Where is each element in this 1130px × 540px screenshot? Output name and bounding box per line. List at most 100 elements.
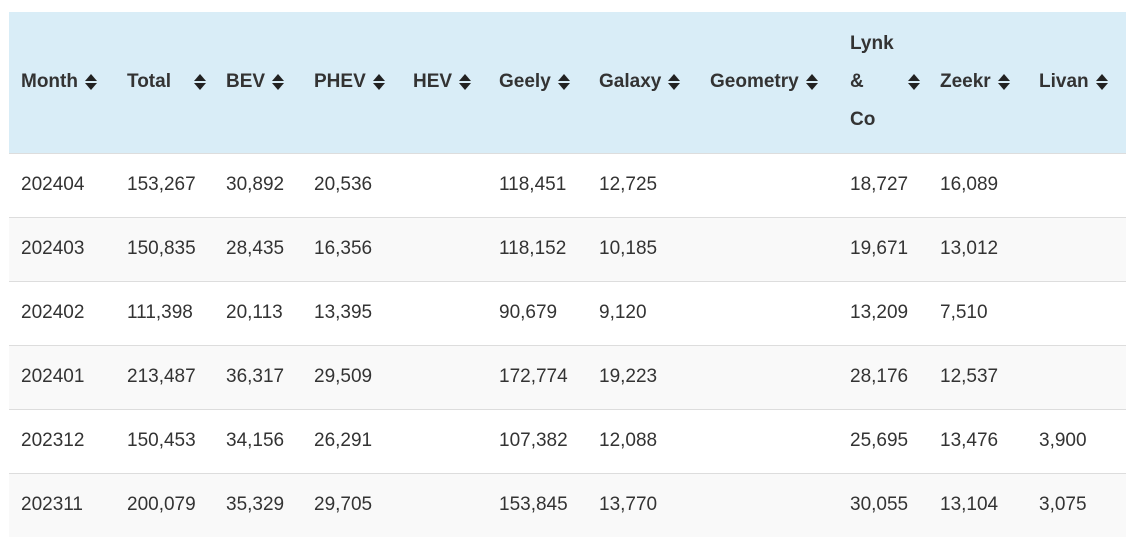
cell-phev: 20,536 [314, 174, 373, 195]
cell-lynk-co: 25,695 [850, 430, 909, 451]
cell-galaxy: 19,223 [599, 366, 658, 387]
column-header-label: Lynk & Co [850, 25, 894, 139]
table-row: 202404 153,267 30,892 20,536 118,451 12,… [9, 153, 1126, 217]
lynk-header-line-1: Lynk [850, 33, 894, 55]
cell-lynk-co: 30,055 [850, 494, 909, 516]
cell-bev: 35,329 [226, 494, 285, 516]
column-header-zeekr[interactable]: Zeekr [928, 12, 1027, 153]
cell-geometry [698, 345, 838, 409]
sort-icon[interactable] [557, 73, 570, 91]
cell-geometry [698, 153, 838, 217]
cell-lynk-co: 28,176 [850, 366, 909, 387]
cell-geely: 118,451 [499, 174, 567, 195]
cell-zeekr: 13,476 [940, 430, 999, 451]
column-header-geometry[interactable]: Geometry [698, 12, 838, 153]
cell-geometry [698, 281, 838, 345]
cell-geometry [698, 473, 838, 537]
cell-month: 202403 [21, 238, 85, 259]
sort-icon[interactable] [194, 73, 206, 91]
cell-livan [1027, 281, 1126, 345]
cell-bev: 34,156 [226, 430, 285, 451]
sort-icon[interactable] [908, 73, 920, 91]
sort-icon[interactable] [1095, 73, 1108, 91]
cell-total: 150,835 [127, 238, 196, 259]
sort-icon[interactable] [459, 73, 472, 91]
cell-lynk-co: 13,209 [850, 302, 909, 323]
sales-table-container: Month Total BEV [9, 12, 1126, 537]
cell-lynk-co: 19,671 [850, 238, 909, 259]
column-header-label: PHEV [314, 71, 366, 93]
table-row: 202402 111,398 20,113 13,395 90,679 9,12… [9, 281, 1126, 345]
cell-geely: 90,679 [499, 302, 558, 323]
cell-hev [401, 217, 487, 281]
sort-icon[interactable] [668, 73, 681, 91]
sort-icon[interactable] [272, 73, 285, 91]
column-header-lynk-co[interactable]: Lynk & Co [838, 12, 928, 153]
cell-livan [1027, 217, 1126, 281]
table-row: 202401 213,487 36,317 29,509 172,774 19,… [9, 345, 1126, 409]
sort-icon[interactable] [84, 73, 97, 91]
cell-phev: 26,291 [314, 430, 373, 451]
sort-icon[interactable] [805, 73, 818, 91]
column-header-bev[interactable]: BEV [214, 12, 302, 153]
cell-livan: 3,900 [1039, 430, 1087, 451]
column-header-hev[interactable]: HEV [401, 12, 487, 153]
table-row: 202403 150,835 28,435 16,356 118,152 10,… [9, 217, 1126, 281]
cell-zeekr: 12,537 [940, 366, 999, 387]
cell-zeekr: 7,510 [940, 302, 988, 323]
cell-bev: 28,435 [226, 238, 285, 259]
cell-month: 202402 [21, 302, 85, 323]
cell-zeekr: 16,089 [940, 174, 999, 195]
column-header-geely[interactable]: Geely [487, 12, 587, 153]
cell-phev: 16,356 [314, 238, 373, 259]
cell-month: 202401 [21, 366, 85, 387]
cell-total: 153,267 [127, 174, 196, 195]
cell-zeekr: 13,104 [940, 494, 999, 516]
table-row: 202311 200,079 35,329 29,705 153,845 13,… [9, 473, 1126, 537]
column-header-phev[interactable]: PHEV [302, 12, 401, 153]
header-row: Month Total BEV [9, 12, 1126, 153]
cell-galaxy: 10,185 [599, 238, 658, 259]
cell-hev [401, 153, 487, 217]
column-header-label: Month [21, 71, 78, 93]
sales-table: Month Total BEV [9, 12, 1126, 537]
column-header-total[interactable]: Total [115, 12, 214, 153]
cell-phev: 29,705 [314, 494, 373, 516]
cell-livan: 3,075 [1039, 494, 1087, 516]
column-header-label: BEV [226, 71, 266, 93]
cell-hev [401, 409, 487, 473]
lynk-header-line-3: Co [850, 109, 876, 131]
column-header-label: Galaxy [599, 71, 662, 93]
cell-month: 202404 [21, 174, 85, 195]
cell-galaxy: 12,725 [599, 174, 658, 195]
lynk-header-line-2: & [850, 71, 864, 93]
table-body: 202404 153,267 30,892 20,536 118,451 12,… [9, 153, 1126, 537]
cell-geely: 172,774 [499, 366, 568, 387]
cell-galaxy: 12,088 [599, 430, 658, 451]
cell-galaxy: 13,770 [599, 494, 658, 516]
cell-total: 213,487 [127, 366, 196, 387]
cell-total: 200,079 [127, 494, 196, 516]
sort-icon[interactable] [997, 73, 1010, 91]
column-header-month[interactable]: Month [9, 12, 115, 153]
column-header-galaxy[interactable]: Galaxy [587, 12, 698, 153]
cell-bev: 20,113 [226, 302, 283, 323]
column-header-label: Geely [499, 71, 551, 93]
table-row: 202312 150,453 34,156 26,291 107,382 12,… [9, 409, 1126, 473]
cell-galaxy: 9,120 [599, 302, 647, 323]
column-header-label: HEV [413, 71, 453, 93]
cell-phev: 29,509 [314, 366, 373, 387]
cell-month: 202311 [21, 494, 83, 516]
cell-hev [401, 345, 487, 409]
cell-total: 150,453 [127, 430, 196, 451]
sort-icon[interactable] [372, 73, 385, 91]
cell-geely: 107,382 [499, 430, 568, 451]
cell-zeekr: 13,012 [940, 238, 999, 259]
cell-bev: 30,892 [226, 174, 285, 195]
column-header-label: Total [127, 71, 171, 93]
column-header-label: Geometry [710, 71, 799, 93]
cell-bev: 36,317 [226, 366, 285, 387]
column-header-livan[interactable]: Livan [1027, 12, 1126, 153]
cell-total: 111,398 [127, 302, 193, 323]
cell-month: 202312 [21, 430, 85, 451]
